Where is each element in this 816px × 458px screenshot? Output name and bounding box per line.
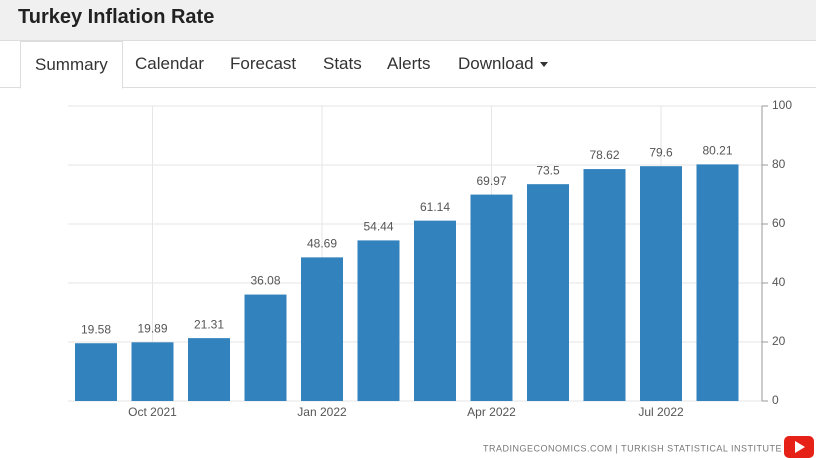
bar [470,194,513,401]
tab[interactable]: Alerts [387,54,431,73]
data-label: 19.58 [81,322,111,336]
tab[interactable]: Summary [20,41,123,89]
page-title: Turkey Inflation Rate [18,6,215,28]
data-label: 21.31 [194,317,224,331]
title-bar: Turkey Inflation Rate [0,0,816,41]
bar [357,240,400,401]
y-tick-label: 40 [772,275,786,289]
data-label: 79.6 [649,145,673,159]
tab[interactable]: Download [444,41,562,88]
bar [527,184,569,401]
x-tick-label: Jul 2022 [638,405,684,419]
dropdown-caret [539,62,548,68]
bar [188,338,230,401]
data-label: 78.62 [589,148,619,162]
x-tick-label: Apr 2022 [467,405,516,419]
tab[interactable]: Stats [323,54,362,73]
data-label: 48.69 [307,237,337,251]
video-icon[interactable] [784,436,814,458]
data-label: 54.44 [363,220,393,234]
x-tick-label: Oct 2021 [128,405,177,419]
data-label: 69.97 [476,174,506,188]
bar [301,257,343,401]
bar [414,220,456,401]
bar [696,164,739,401]
tab[interactable]: Calendar [135,54,204,73]
tab-label: Download [458,54,534,73]
bar [75,343,117,401]
data-label: 73.5 [536,163,560,177]
data-label: 61.14 [420,200,450,214]
tab-bar: Summary Calendar Forecast Stats Alerts D… [0,41,816,89]
y-tick-label: 100 [772,98,792,112]
data-label: 19.89 [137,321,167,335]
y-tick-label: 60 [772,216,786,230]
data-label: 80.21 [702,144,732,158]
bar [640,166,682,401]
y-tick-label: 20 [772,334,786,348]
y-tick-label: 0 [772,393,779,407]
bar [583,169,626,401]
bar [244,294,287,401]
y-tick-label: 80 [772,157,786,171]
x-tick-label: Jan 2022 [297,405,347,419]
bar [131,342,174,401]
tab[interactable]: Forecast [230,54,297,73]
source: TRADINGECONOMICS.COM | TURKISH STATISTIC… [483,443,782,453]
data-label: 36.08 [250,274,280,288]
